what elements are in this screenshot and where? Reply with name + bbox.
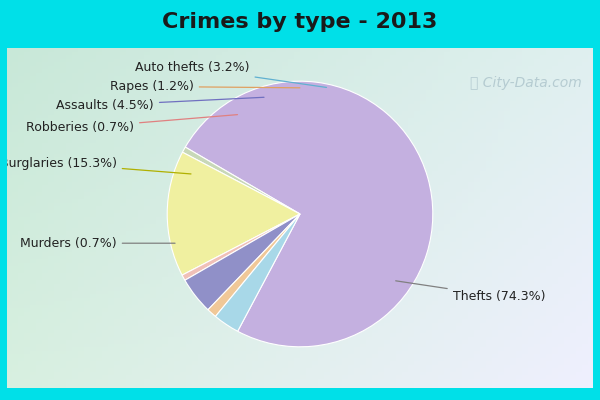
- Wedge shape: [182, 214, 300, 280]
- Wedge shape: [182, 147, 300, 214]
- Text: Thefts (74.3%): Thefts (74.3%): [396, 281, 545, 303]
- Wedge shape: [215, 214, 300, 331]
- Text: Assaults (4.5%): Assaults (4.5%): [56, 97, 264, 112]
- Wedge shape: [185, 81, 433, 347]
- Wedge shape: [185, 214, 300, 310]
- Text: Robberies (0.7%): Robberies (0.7%): [26, 115, 238, 134]
- Text: Rapes (1.2%): Rapes (1.2%): [110, 80, 300, 93]
- Text: Crimes by type - 2013: Crimes by type - 2013: [163, 12, 437, 32]
- Wedge shape: [167, 152, 300, 275]
- Wedge shape: [208, 214, 300, 316]
- Text: Murders (0.7%): Murders (0.7%): [20, 237, 175, 250]
- Text: Burglaries (15.3%): Burglaries (15.3%): [0, 157, 191, 174]
- Text: ⓘ City-Data.com: ⓘ City-Data.com: [470, 76, 582, 90]
- Text: Auto thefts (3.2%): Auto thefts (3.2%): [135, 62, 326, 88]
